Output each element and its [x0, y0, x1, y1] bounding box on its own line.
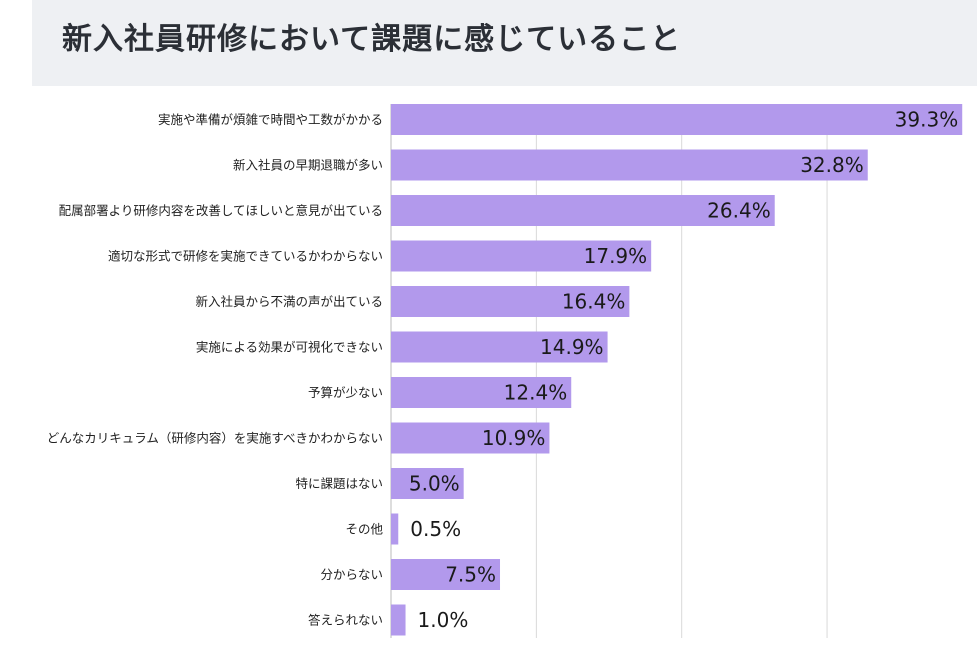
category-label-3: 配属部署より研修内容を改善してほしいと意見が出ている: [59, 203, 383, 218]
bar-1: [391, 104, 963, 135]
category-labels: 実施や準備が煩雑で時間や工数がかかる新入社員の早期退職が多い配属部署より研修内容…: [47, 112, 384, 628]
chart-title-box: 新入社員研修において課題に感じていること: [32, 0, 977, 86]
category-label-9: 特に課題はない: [295, 476, 383, 491]
bars: [391, 104, 963, 636]
bar-5: [391, 286, 630, 317]
category-label-8: どんなカリキュラム（研修内容）を実施すべきかわからない: [47, 431, 383, 446]
bar-2: [391, 149, 868, 181]
bar-9: [391, 468, 464, 499]
bar-6: [391, 331, 608, 363]
category-label-7: 予算が少ない: [308, 385, 383, 400]
category-label-11: 分からない: [320, 567, 383, 582]
bar-7: [391, 377, 572, 408]
value-labels: 39.3% 32.8% 26.4% 17.9% 16.4% 14.9% 12.4% 10.9%…: [409, 108, 958, 633]
value-label-11: 7.5%: [445, 563, 496, 587]
bar-8: [391, 422, 550, 454]
value-label-4: 17.9%: [584, 244, 648, 268]
category-label-12: 答えられない: [308, 613, 383, 628]
category-label-6: 実施による効果が可視化できない: [196, 340, 383, 355]
category-label-1: 実施や準備が煩雑で時間や工数がかかる: [158, 112, 383, 127]
bar-11: [391, 559, 501, 590]
value-label-3: 26.4%: [707, 199, 771, 223]
value-label-9: 5.0%: [409, 472, 460, 496]
category-label-2: 新入社員の早期退職が多い: [233, 158, 383, 173]
value-label-1: 39.3%: [895, 108, 959, 132]
bar-10: [391, 513, 399, 545]
bar-12: [391, 604, 406, 636]
value-label-6: 14.9%: [540, 335, 604, 359]
grid-lines: [390, 104, 828, 638]
bar-4: [391, 240, 652, 272]
bar-3: [391, 195, 775, 226]
value-label-8: 10.9%: [482, 426, 546, 450]
value-label-7: 12.4%: [504, 381, 568, 405]
value-label-10: 0.5%: [410, 517, 461, 541]
value-label-2: 32.8%: [800, 153, 864, 177]
chart-title: 新入社員研修において課題に感じていること: [62, 22, 682, 57]
value-label-5: 16.4%: [562, 290, 626, 314]
value-label-12: 1.0%: [418, 608, 469, 632]
category-label-5: 新入社員から不満の声が出ている: [195, 294, 383, 309]
category-label-10: その他: [345, 522, 383, 537]
category-label-4: 適切な形式で研修を実施できているかわからない: [108, 249, 383, 264]
